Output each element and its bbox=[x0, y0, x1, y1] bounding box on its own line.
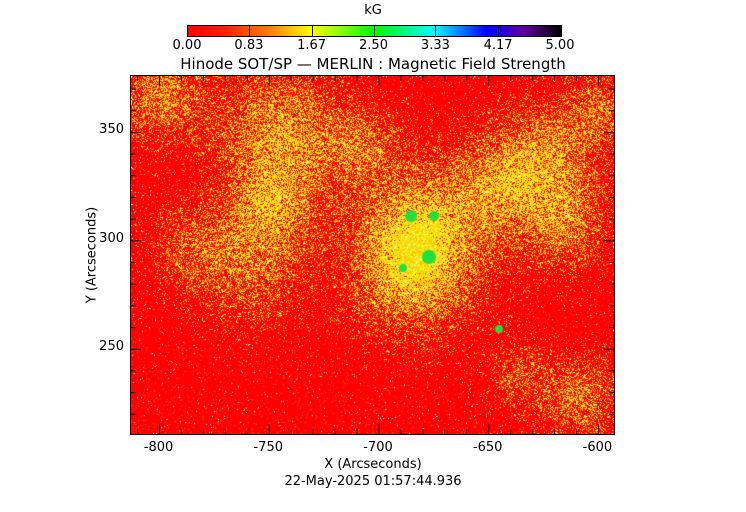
colorbar-tick-mark bbox=[311, 26, 313, 36]
x-axis-label: X (Arcseconds) bbox=[324, 457, 422, 472]
colorbar-tick-label: 1.67 bbox=[297, 38, 327, 53]
y-tick-label: 300 bbox=[99, 230, 124, 246]
colorbar bbox=[187, 25, 562, 37]
magnetic-field-heatmap bbox=[131, 76, 614, 434]
colorbar-tick-mark bbox=[498, 26, 500, 36]
y-axis-label: Y (Arcseconds) bbox=[84, 206, 100, 304]
colorbar-tick-mark bbox=[187, 26, 188, 36]
colorbar-tick-mark bbox=[373, 26, 375, 36]
y-tick-label: 250 bbox=[99, 339, 124, 355]
colorbar-tick-mark bbox=[248, 26, 250, 36]
chart-title: Hinode SOT/SP — MERLIN : Magnetic Field … bbox=[180, 55, 566, 73]
x-tick-label: -700 bbox=[363, 440, 393, 455]
colorbar-tick-label: 2.50 bbox=[359, 38, 388, 53]
x-tick-label: -650 bbox=[472, 440, 503, 455]
plot-area bbox=[130, 75, 615, 435]
colorbar-tick-label: 4.17 bbox=[483, 38, 513, 53]
colorbar-tick-label: 5.00 bbox=[545, 38, 575, 53]
colorbar-tick-label: 3.33 bbox=[420, 38, 450, 53]
x-tick-label: -750 bbox=[253, 440, 284, 455]
x-tick-label: -600 bbox=[582, 440, 613, 455]
colorbar-tick-mark bbox=[560, 26, 561, 36]
x-tick-label: -800 bbox=[143, 440, 174, 455]
axes-ticks bbox=[131, 76, 614, 434]
colorbar-tick-mark bbox=[435, 26, 437, 36]
colorbar-tick-label: 0.83 bbox=[234, 38, 264, 53]
y-tick-label: 350 bbox=[99, 122, 124, 138]
colorbar-tick-label: 0.00 bbox=[172, 38, 202, 53]
colorbar-label: kG bbox=[364, 3, 382, 18]
timestamp: 22-May-2025 01:57:44.936 bbox=[284, 474, 462, 489]
